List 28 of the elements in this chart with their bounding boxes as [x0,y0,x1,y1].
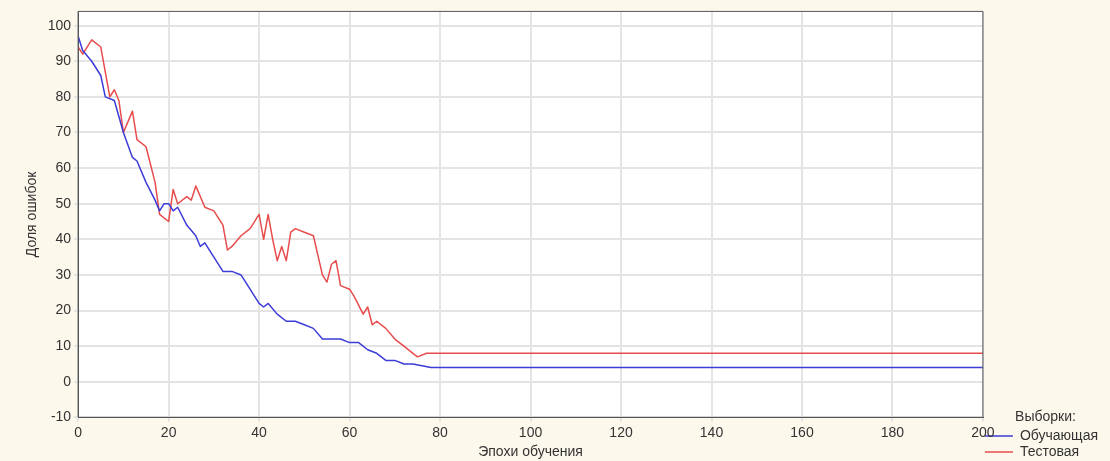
x-tick-label: 40 [251,423,268,440]
x-tick-label: 0 [74,423,83,440]
y-tick-label: 70 [55,123,72,140]
x-tick-label: 100 [518,423,543,440]
y-tick-label: 60 [55,158,72,175]
y-tick-label: 30 [55,265,72,282]
y-tick-label: 90 [55,52,72,69]
x-tick-label: 180 [880,423,905,440]
y-tick-label: 0 [63,372,72,389]
x-tick-label: 120 [609,423,633,440]
x-tick-label: 80 [432,423,449,440]
y-tick-label: 100 [47,16,72,33]
legend-label: Тестовая [1019,442,1080,459]
x-axis-title: Эпохи обучения [478,443,583,460]
x-tick-label: 20 [160,423,177,440]
legend-label: Обучающая [1019,426,1099,443]
y-axis-title: Доля ошибок [23,170,40,258]
legend-title: Выборки: [1015,408,1076,425]
y-tick-label: 10 [55,337,72,354]
x-tick-label: 200 [971,423,995,440]
x-tick-label: 60 [341,423,358,440]
x-tick-label: 140 [699,423,724,440]
y-tick-label: 50 [55,194,72,211]
y-tick-label: 20 [55,301,72,318]
x-tick-label: 160 [790,423,814,440]
y-tick-label: -10 [50,408,72,425]
y-tick-label: 40 [55,230,72,247]
y-tick-label: 80 [55,87,72,104]
